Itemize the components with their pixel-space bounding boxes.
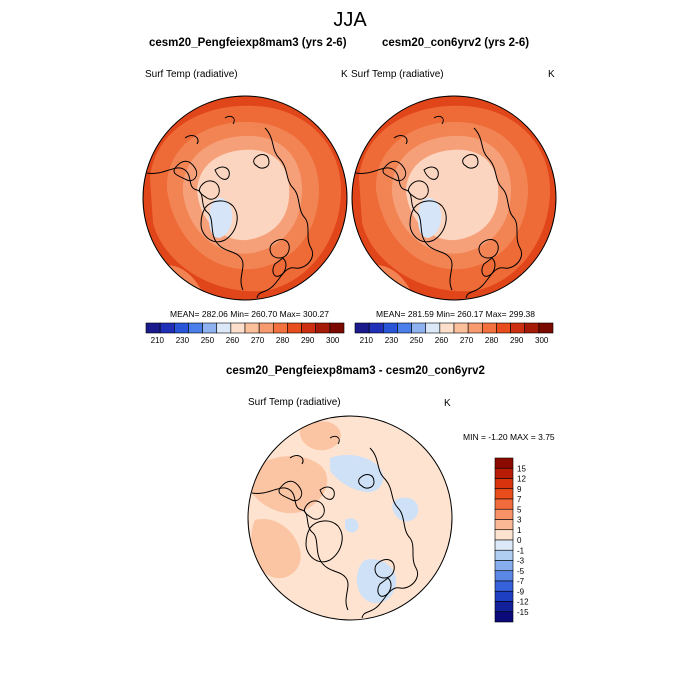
- diff-colorbar-swatch: [494, 611, 514, 623]
- diff-colorbar-tick-label: -3: [517, 557, 525, 566]
- diff-colorbar-swatch: [494, 467, 514, 479]
- panel2-colorbar-swatch: [411, 322, 427, 334]
- diff-colorbar-swatch: [494, 508, 514, 520]
- panel1-colorbar-swatch: [230, 322, 246, 334]
- panel1-variable-label: Surf Temp (radiative): [145, 69, 238, 80]
- diff-colorbar-tick-label: -5: [517, 567, 525, 576]
- panel2-colorbar-tick-label: 270: [460, 336, 474, 345]
- panel2-map: [352, 96, 556, 300]
- panel2-colorbar-tick-label: 300: [535, 336, 549, 345]
- panel1-colorbar-tick-label: 270: [251, 336, 265, 345]
- panel2-colorbar-swatch: [425, 322, 441, 334]
- panel2-colorbar-swatch: [467, 322, 483, 334]
- panel1-colorbar-swatch: [173, 322, 189, 334]
- diff-panel-title: cesm20_Pengfeiexp8mam3 - cesm20_con6yrv2: [226, 365, 485, 377]
- panel1-colorbar-swatch: [244, 322, 260, 334]
- panel2-colorbar-swatch: [382, 322, 398, 334]
- diff-map: [248, 416, 452, 620]
- panel2-colorbar-swatch: [538, 322, 554, 334]
- panel2-colorbar-tick-label: 290: [510, 336, 524, 345]
- panel1-colorbar-swatch: [188, 322, 203, 334]
- diff-colorbar-swatch: [494, 488, 514, 500]
- panel2-colorbar: 210 230 250 260 270 280 290 300: [354, 322, 554, 345]
- panel2-title: cesm20_con6yrv2 (yrs 2-6): [382, 37, 530, 49]
- diff-colorbar-swatch: [494, 498, 514, 510]
- panel1-colorbar-swatch: [287, 322, 302, 334]
- diff-colorbar-swatch: [494, 519, 514, 531]
- panel1-colorbar-tick-label: 290: [301, 336, 315, 345]
- diff-colorbar-swatch: [494, 478, 514, 490]
- panel1-colorbar-swatch: [329, 322, 345, 334]
- panel1-colorbar-swatch: [315, 322, 331, 334]
- panel2-variable-label: Surf Temp (radiative): [351, 69, 444, 80]
- panel1-colorbar-swatch: [216, 322, 232, 334]
- panel2-colorbar-swatch: [439, 322, 455, 334]
- diff-colorbar-tick-label: 3: [517, 516, 522, 525]
- panel2-colorbar-tick-label: 230: [385, 336, 399, 345]
- panel1-colorbar-swatch: [301, 322, 317, 334]
- panel2-colorbar-tick-label: 210: [360, 336, 374, 345]
- diff-colorbar-tick-label: -15: [517, 608, 529, 617]
- panel2-colorbar-swatch: [481, 322, 497, 334]
- panel1-colorbar-swatch: [272, 322, 288, 334]
- diff-colorbar-swatch: [494, 560, 514, 572]
- panel2-colorbar-swatch: [453, 322, 469, 334]
- panel1-colorbar: 210 230 250 260 270 280 290 300: [145, 322, 345, 345]
- panel2-colorbar-tick-label: 250: [410, 336, 424, 345]
- panel2-map-border: [351, 95, 557, 301]
- panel2-stats: MEAN= 281.59 Min= 260.17 Max= 299.38: [376, 309, 536, 319]
- diff-colorbar-tick-label: 15: [517, 464, 526, 473]
- panel2-units-label: K: [548, 69, 555, 80]
- diff-colorbar-tick-label: -1: [517, 546, 525, 555]
- panel1-map-border: [142, 95, 348, 301]
- diff-colorbar-tick-label: 0: [517, 536, 522, 545]
- figure-title: JJA: [333, 9, 367, 31]
- diff-map-border: [247, 415, 453, 621]
- diff-colorbar-swatch: [494, 580, 514, 592]
- panel1-units-label: K: [341, 69, 348, 80]
- panel1-colorbar-swatch: [202, 322, 218, 334]
- panel2-colorbar-tick-label: 260: [435, 336, 449, 345]
- panel1-colorbar-tick-label: 210: [151, 336, 165, 345]
- panel2-colorbar-swatch: [397, 322, 412, 334]
- diff-variable-label: Surf Temp (radiative): [248, 397, 341, 408]
- diff-colorbar-swatch: [494, 590, 514, 602]
- diff-colorbar-tick-label: 1: [517, 526, 522, 535]
- panel1-colorbar-tick-label: 300: [326, 336, 340, 345]
- diff-colorbar-tick-label: -9: [517, 587, 525, 596]
- diff-colorbar-tick-label: -12: [517, 598, 529, 607]
- panel1-colorbar-tick-label: 280: [276, 336, 290, 345]
- diff-colorbar-tick-label: 7: [517, 495, 522, 504]
- diff-units-label: K: [444, 398, 451, 409]
- diff-colorbar-swatch: [494, 601, 514, 613]
- panel2-colorbar-swatch: [524, 322, 540, 334]
- panel1-colorbar-tick-label: 250: [201, 336, 215, 345]
- panel1-colorbar-swatch: [258, 322, 274, 334]
- panel2-colorbar-swatch: [496, 322, 511, 334]
- panel1-stats: MEAN= 282.06 Min= 260.70 Max= 300.27: [170, 309, 330, 319]
- panel2-colorbar-tick-label: 280: [485, 336, 499, 345]
- panel1-colorbar-tick-label: 230: [176, 336, 190, 345]
- diff-colorbar-swatch: [494, 457, 514, 469]
- panel1-map: [143, 96, 347, 300]
- diff-minmax-label: MIN = -1.20 MAX = 3.75: [463, 432, 555, 442]
- diff-colorbar-swatch: [494, 570, 514, 582]
- diff-colorbar-tick-label: 5: [517, 505, 522, 514]
- panel2-colorbar-swatch: [354, 322, 370, 334]
- diff-colorbar-tick-label: 12: [517, 475, 526, 484]
- panel1-colorbar-tick-label: 260: [226, 336, 240, 345]
- diff-colorbar-swatch: [494, 539, 514, 551]
- diff-colorbar-tick-label: 9: [517, 485, 522, 494]
- panel2-colorbar-swatch: [510, 322, 526, 334]
- diff-colorbar-swatch: [494, 529, 514, 541]
- panel1-title: cesm20_Pengfeiexp8mam3 (yrs 2-6): [149, 37, 347, 49]
- panel2-colorbar-swatch: [368, 322, 384, 334]
- panel1-colorbar-swatch: [159, 322, 175, 334]
- diff-colorbar-swatch: [494, 549, 514, 561]
- diff-colorbar-tick-label: -7: [517, 577, 525, 586]
- panel1-colorbar-swatch: [145, 322, 161, 334]
